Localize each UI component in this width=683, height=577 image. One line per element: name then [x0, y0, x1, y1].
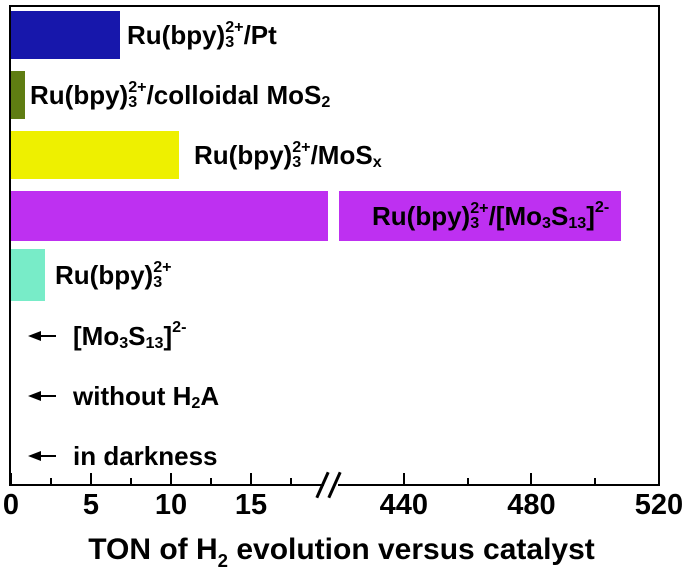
x-minor-tick [290, 478, 292, 484]
bar-ru-bpy-alone [11, 249, 45, 301]
plot-area: Ru(bpy) 2+ 3/Pt Ru(bpy) 2+ 3/colloidal MoS 2 Ru… [9, 5, 660, 486]
x-minor-tick [466, 478, 469, 484]
x-minor-tick [130, 478, 132, 484]
x-minor-tick [50, 478, 52, 484]
x-minor-tick [594, 478, 597, 484]
arrow-line [38, 455, 56, 457]
arrow-line [38, 395, 56, 397]
bar-ru-bpy-mo3s13-left-segment [11, 191, 328, 241]
x-major-tick-0 [10, 473, 12, 484]
x-major-tick-10 [170, 473, 172, 484]
x-major-tick-480 [530, 473, 533, 484]
bar-ru-bpy-mo3s13-right-segment [339, 191, 621, 241]
x-minor-tick [210, 478, 212, 484]
x-major-tick-5 [90, 473, 92, 484]
arrow-line [38, 335, 56, 337]
left-arrow-icon-without-h2a [28, 390, 56, 402]
x-tick-label-480: 480 [507, 489, 556, 521]
x-tick-label-15: 15 [234, 489, 268, 521]
arrow-label-mo3s13-only: [Mo 3 S 13] 2- [73, 318, 187, 352]
bar-label-ru-bpy-colloidal-mos2: Ru(bpy) 2+ 3/colloidal MoS 2 [30, 77, 331, 111]
bar-label-ru-bpy-mosx: Ru(bpy) 2+ 3/MoS x [194, 137, 382, 171]
x-major-tick-440 [402, 473, 405, 484]
bar-ru-bpy-mosx [11, 131, 179, 179]
x-tick-label-440: 440 [379, 489, 428, 521]
arrow-head-icon [28, 331, 41, 341]
bar-label-ru-bpy-alone: Ru(bpy) 2+ 3 [55, 257, 172, 291]
bar-ru-bpy-colloidal-mos2 [11, 71, 26, 119]
bar-label-ru-bpy-mo3s13: Ru(bpy) 2+ 3/[Mo 3 S 13] 2- [372, 198, 610, 232]
arrow-label-in-darkness: in darkness [73, 441, 218, 471]
x-tick-label-5: 5 [82, 489, 100, 521]
left-arrow-icon-mo3s13-only [28, 330, 56, 342]
arrow-head-icon [28, 391, 41, 401]
x-axis-tick-labels: 0 5 10 15 440 480 520 [3, 489, 683, 525]
bar-label-ru-bpy-pt: Ru(bpy) 2+ 3/Pt [127, 17, 277, 51]
x-axis-title: TON of H2 evolution versus catalyst [88, 533, 595, 571]
arrow-head-icon [28, 451, 41, 461]
x-tick-label-520: 520 [634, 489, 683, 521]
x-tick-label-0: 0 [2, 489, 20, 521]
bar-ru-bpy-pt [11, 11, 120, 59]
x-major-tick-520 [658, 473, 660, 484]
x-tick-label-10: 10 [154, 489, 188, 521]
x-major-tick-15 [250, 473, 252, 484]
left-arrow-icon-in-darkness [28, 450, 56, 462]
